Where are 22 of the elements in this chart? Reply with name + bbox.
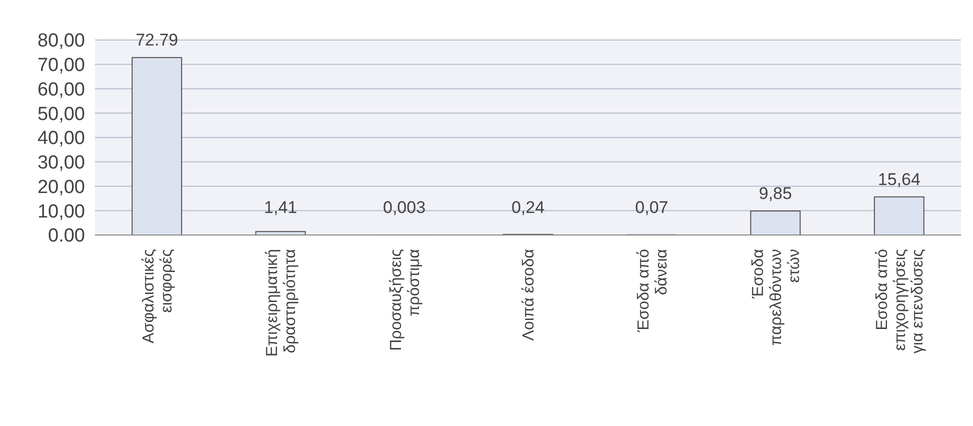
y-tick-label: 20,00 (37, 176, 85, 198)
y-tick-label: 10,00 (37, 201, 85, 222)
data-label: 0,24 (511, 198, 545, 217)
y-tick-label: 50,00 (37, 104, 85, 125)
data-label: 15,64 (878, 170, 920, 189)
y-tick-label: 0.00 (48, 226, 85, 247)
data-label: 1,41 (264, 198, 298, 217)
x-tick-label: Ασφαλιστικές εισφορές (140, 248, 176, 344)
data-label: 9,85 (758, 184, 792, 203)
x-tick-label: Έσοδα παρελθόντων ετών (750, 249, 804, 346)
x-tick-label: Προσαυξήσεις πρόστιμα (388, 248, 423, 351)
y-tick-label: 40,00 (37, 128, 85, 150)
data-label: 0,07 (635, 198, 668, 217)
x-tick-label: Λοιπά έσοδα (520, 249, 538, 341)
x-tick-label: Έσοδα από δάνεια (635, 248, 670, 334)
y-tick-label: 80,00 (37, 30, 85, 52)
y-tick-label: 60,00 (37, 79, 85, 100)
data-label: 72.79 (136, 30, 178, 50)
data-label: 0,003 (383, 198, 426, 217)
y-tick-label: 30,00 (37, 152, 85, 174)
x-tick-label: Επιχειρηματική δραστηριότητα (264, 249, 300, 357)
y-tick-label: 70,00 (37, 55, 85, 76)
